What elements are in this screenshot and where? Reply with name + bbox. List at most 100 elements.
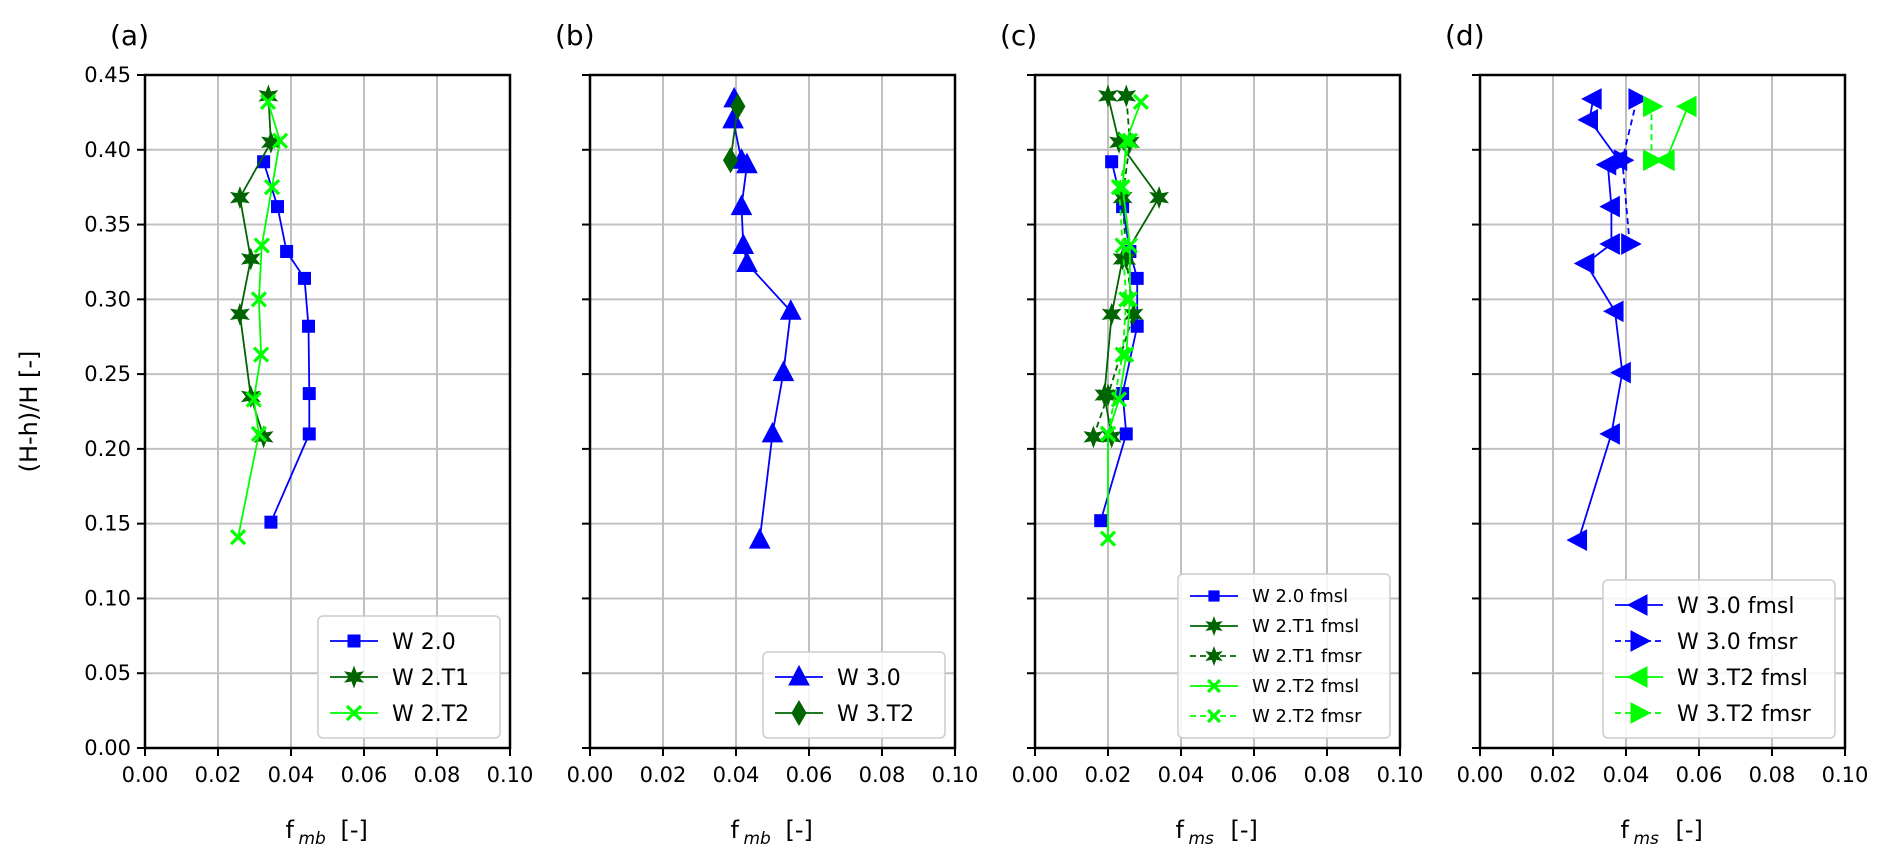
panel-b: 0.00 0.02 0.04 0.06 0.08 0.10(b)f mb [-]W 3.0W … <box>555 19 978 849</box>
x-axis-label-main: f <box>286 816 295 844</box>
x-tick-label: 0.06 <box>1231 763 1278 787</box>
series-w-2-t2-fmsr-point <box>1099 425 1117 443</box>
x-tick-label: 0.08 <box>1749 763 1796 787</box>
series-w-2-0-point <box>270 200 284 214</box>
legend-entry: W 3.0 fmsr <box>1677 630 1798 655</box>
y-tick-label: 0.30 <box>84 287 131 311</box>
series-w-2-0-fmsl-line <box>1099 161 1139 521</box>
series-w-2-0-point <box>302 319 316 333</box>
legend-marker <box>1630 702 1652 724</box>
x-tick-label: 0.00 <box>1457 763 1504 787</box>
x-tick-label: 0.00 <box>567 763 614 787</box>
series-w-2-t2-point <box>250 291 268 308</box>
series-w-2-0-fmsl-point <box>1130 271 1144 285</box>
y-tick-label: 0.25 <box>84 362 131 386</box>
x-axis-label-unit: [-] <box>1676 816 1703 844</box>
series-w-3-0-point <box>732 233 755 254</box>
legend-entry: W 3.T2 <box>837 702 914 727</box>
x-tick-label: 0.04 <box>1158 763 1205 787</box>
panel-a-frame <box>143 73 512 750</box>
series-w-2-t2-point <box>253 237 270 254</box>
series-w-3-0-fmsl-point <box>1581 88 1602 110</box>
series-w-2-t1-fmsr-point <box>1083 425 1104 449</box>
legend-entry: W 2.T2 fmsl <box>1252 676 1359 697</box>
y-tick-label: 0.40 <box>84 138 131 162</box>
series-w-2-t1-fmsr-point <box>1116 247 1137 271</box>
x-axis-label-unit: [-] <box>786 816 813 844</box>
x-tick-label: 0.06 <box>341 763 388 787</box>
series-w-2-t1-fmsr-point <box>1116 84 1137 108</box>
series-w-2-t1-point <box>229 302 250 326</box>
legend-marker <box>1626 594 1648 616</box>
y-tick-label: 0.45 <box>84 63 131 87</box>
legend-entry: W 2.T2 <box>392 702 469 727</box>
series-w-3-0-fmsr-line <box>1621 98 1638 245</box>
series-w-2-t2-fmsl-point <box>1118 132 1135 149</box>
x-tick-label: 0.04 <box>268 763 315 787</box>
panel-d: 0.00 0.02 0.04 0.06 0.08 0.10 (d) f ms [-] W 3.0 f… <box>1445 19 1868 849</box>
legend-marker <box>1626 666 1648 688</box>
panel-c-legend: W 2.0 fmsl W 2.T1 fmsl W 2.T1 fmsr W 2.T2 f… <box>1177 573 1391 739</box>
series-w-2-t2-fmsr-point <box>1114 237 1131 254</box>
series-w-2-t2-fmsr-point <box>1118 291 1135 308</box>
legend-entry: W 2.0 fmsl <box>1252 586 1348 607</box>
series-w-2-0-point <box>302 387 316 401</box>
series-w-2-t2-point <box>263 179 281 196</box>
series-w-2-t2-fmsl-point <box>1099 530 1117 547</box>
legend-box <box>317 615 501 739</box>
x-tick-label: 0.08 <box>414 763 461 787</box>
x-tick-label: 0.08 <box>1304 763 1351 787</box>
x-axis-label-main: f <box>1176 816 1185 844</box>
panel-c-frame <box>1033 73 1402 750</box>
series-w-2-t2-fmsr-point <box>1110 179 1128 196</box>
series-w-3-t2 <box>722 93 746 174</box>
series-w-2-0-point <box>302 427 316 441</box>
legend-entry: W 2.T1 <box>392 666 469 691</box>
panel-a-legend: W 2.0 W 2.T1 W 2.T2 <box>317 615 501 739</box>
legend-marker <box>344 665 364 689</box>
x-axis-label-unit: [-] <box>341 816 368 844</box>
series-w-3-0-fmsr-point <box>1613 149 1635 172</box>
panel-a: 0.00 0.02 0.04 0.06 0.08 0.10 0.00 0.05 0.10 0.15… <box>84 19 533 849</box>
series-w-2-t2-fmsr <box>1099 132 1139 443</box>
x-axis-label-sub: mb <box>299 829 326 849</box>
x-tick-label: 0.00 <box>1012 763 1059 787</box>
series-w-2-t1-point <box>240 247 261 271</box>
x-tick-label: 0.10 <box>932 763 979 787</box>
legend-entry: W 3.T2 fmsr <box>1677 702 1812 727</box>
series-w-2-t2-point <box>229 528 247 546</box>
series-w-2-t2-point <box>245 391 262 408</box>
panel-b-frame <box>588 73 957 750</box>
x-tick-label: 0.06 <box>1676 763 1723 787</box>
x-tick-label: 0.04 <box>713 763 760 787</box>
legend-marker <box>1205 646 1223 666</box>
series-w-3-0-fmsl-point <box>1610 361 1631 384</box>
series-w-2-t2-fmsr-line <box>1107 140 1131 435</box>
series-w-3-0-point <box>779 299 802 320</box>
series-w-2-t1-fmsl-point <box>1101 302 1122 326</box>
series-w-3-t2-fmsr-point <box>1643 149 1664 172</box>
x-tick-label: 0.04 <box>1603 763 1650 787</box>
x-tick-label: 0.02 <box>195 763 242 787</box>
legend-marker <box>347 634 361 648</box>
panel-c-label: (c) <box>1000 19 1037 52</box>
panel-b-legend: W 3.0 W 3.T2 <box>762 651 946 739</box>
series-w-2-0-line <box>262 161 311 523</box>
series-w-3-t2-fmsl-line <box>1665 106 1689 161</box>
series-w-2-0-fmsl-point <box>1105 155 1119 169</box>
series-w-3-0-fmsl-point <box>1599 233 1620 255</box>
legend-box <box>762 651 946 739</box>
series-w-2-t1-point <box>229 186 250 210</box>
legend-entry: W 3.0 fmsl <box>1677 594 1794 619</box>
series-w-3-0-fmsl-point <box>1577 109 1598 131</box>
legend-entry: W 3.T2 fmsl <box>1677 666 1808 691</box>
x-tick-label: 0.10 <box>1822 763 1869 787</box>
series-w-2-t2-fmsl-point <box>1132 93 1149 111</box>
series-w-3-t2-fmsl-point <box>1654 149 1675 172</box>
series-w-2-t2-point <box>250 425 268 443</box>
panel-a-label: (a) <box>110 19 149 52</box>
panel-d-frame <box>1478 73 1847 750</box>
x-axis-label-unit: [-] <box>1231 816 1258 844</box>
series-w-3-0 <box>722 86 802 549</box>
